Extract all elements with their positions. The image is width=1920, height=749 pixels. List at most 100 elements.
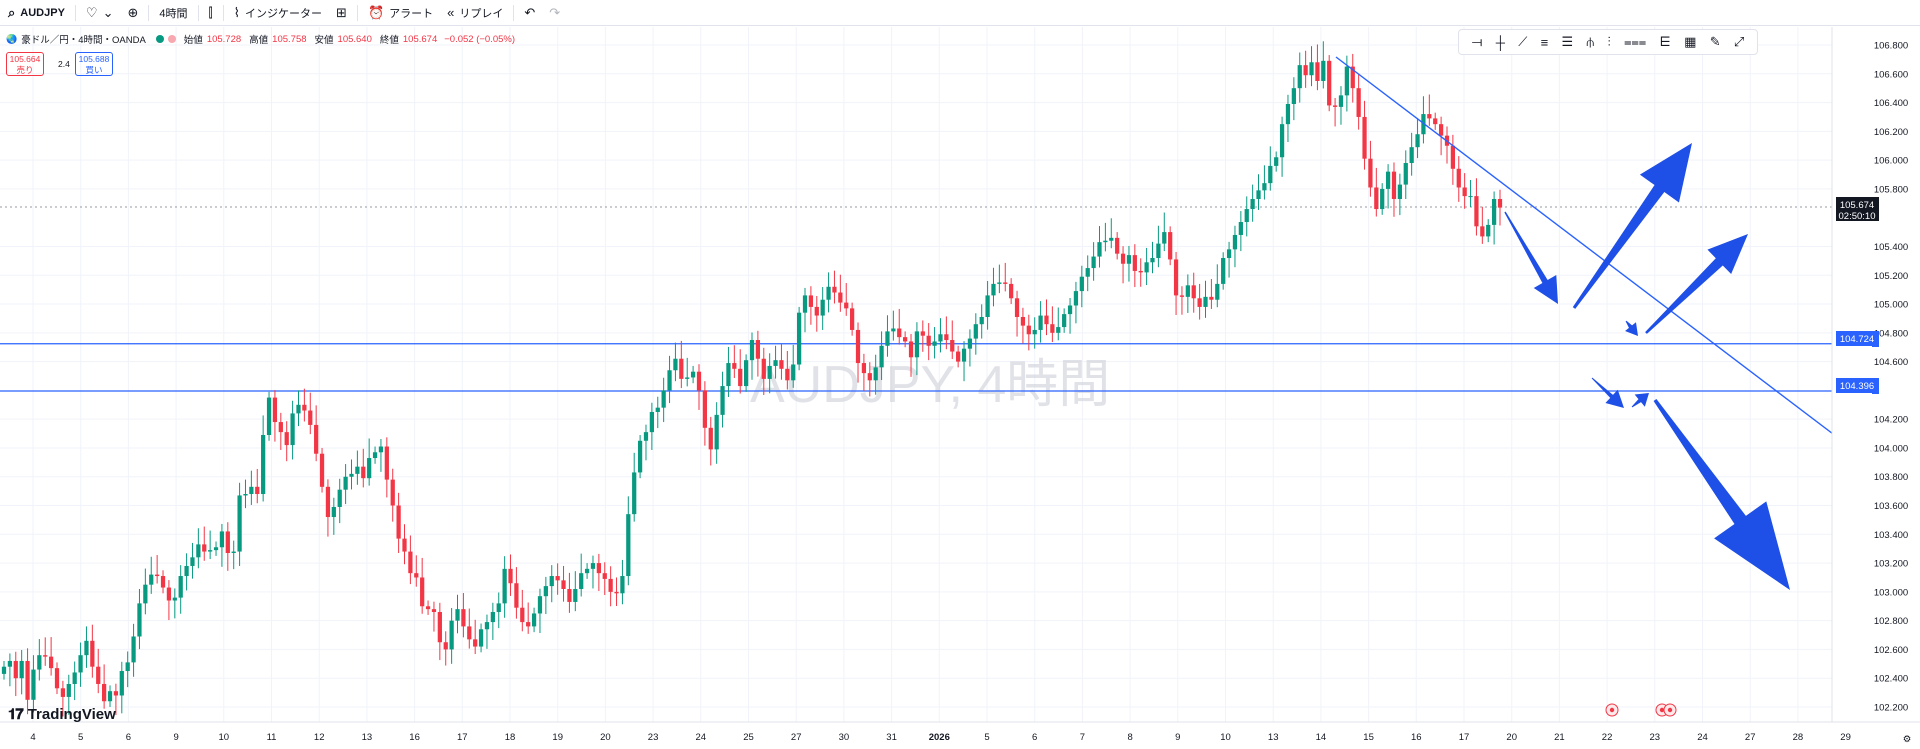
redo-button[interactable]: ↷ — [542, 0, 567, 26]
horizontal-ray-tool-icon[interactable]: ⟞ — [1471, 34, 1483, 49]
arrow-down-right-short[interactable] — [1504, 211, 1558, 304]
candle — [1020, 307, 1026, 344]
price-tick-label: 103.000 — [1874, 587, 1908, 598]
candle — [490, 602, 495, 640]
candle — [1085, 255, 1090, 292]
time-tick-label: 6 — [1032, 732, 1037, 743]
candle — [926, 323, 931, 361]
candle — [1079, 265, 1084, 308]
candle-body — [1374, 187, 1379, 210]
arrow-down-right-large[interactable] — [1653, 398, 1790, 590]
candle-body — [213, 547, 219, 551]
candle-body — [119, 671, 124, 696]
time-tick-label: 27 — [791, 732, 802, 743]
candle — [1179, 286, 1185, 315]
candle — [1221, 252, 1226, 290]
candle-body — [461, 609, 466, 627]
candle-body — [961, 348, 967, 362]
candle — [1250, 184, 1255, 222]
price-axis[interactable]: 106.800 106.600 106.400 106.200 106.000 105.8… — [1831, 27, 1920, 722]
candle-body — [1203, 296, 1208, 307]
candle-body — [1126, 255, 1132, 264]
parallel-channel-tool-icon[interactable]: ≡ — [1540, 34, 1549, 50]
pitchfork-tool-icon[interactable]: ⫛ — [1586, 34, 1595, 49]
buy-button[interactable]: 105.688 買い — [75, 52, 113, 76]
candle — [796, 306, 802, 371]
candle-body — [508, 568, 513, 584]
candle — [107, 685, 113, 707]
alarm-clock-icon: ⏰ — [367, 5, 385, 20]
candle-body — [102, 683, 107, 702]
plus-circle-icon: ⊕ — [127, 5, 139, 20]
time-tick-label: 4 — [30, 732, 35, 743]
candle — [1191, 272, 1196, 313]
candle — [502, 556, 507, 618]
trend-line[interactable] — [1335, 56, 1871, 463]
open-value: 105.728 — [206, 33, 242, 45]
candle-body — [903, 337, 908, 342]
time-tick-label: 21 — [1554, 732, 1565, 743]
candle — [1244, 196, 1249, 237]
arrow-up-small[interactable] — [1631, 393, 1649, 408]
candle-body — [1215, 283, 1220, 300]
fib-extension-tool-icon[interactable]: ⩶ — [1623, 34, 1647, 49]
arrow-down-small-1[interactable] — [1625, 320, 1638, 336]
candle-body — [785, 368, 790, 381]
candle-body — [791, 364, 796, 381]
interval-button[interactable]: 4時間 — [152, 0, 194, 26]
fib-tool-icon[interactable]: ⫶ — [1607, 34, 1611, 49]
candle-body — [1438, 124, 1444, 136]
candle-body — [437, 612, 442, 643]
tradingview-logo[interactable]: 𝟏𝟕 TradingView — [8, 706, 116, 723]
candle — [838, 274, 843, 312]
axis-settings-icon[interactable]: ⚙ — [1903, 734, 1912, 745]
arrow-up-right-medium[interactable] — [1645, 234, 1748, 334]
candle — [1232, 225, 1238, 268]
candle-body — [802, 295, 808, 313]
drawing-objects[interactable] — [1335, 56, 1871, 590]
arrow-down-right-small[interactable] — [1591, 377, 1624, 408]
alert-button[interactable]: ⏰ アラート — [361, 0, 440, 26]
candle-body — [420, 577, 425, 607]
tag-dropdown-button[interactable]: ♡ ⌄ — [79, 0, 121, 26]
compare-symbol-button[interactable]: ⊕ — [120, 0, 145, 26]
candle-body — [1315, 62, 1320, 81]
brush-tool-icon[interactable]: ✎ — [1709, 34, 1721, 49]
layouts-button[interactable]: ⊞ — [329, 0, 354, 26]
price-range-tool-icon[interactable]: ⋿ — [1659, 34, 1671, 49]
arrow-up-right-large[interactable] — [1572, 143, 1692, 309]
sell-button[interactable]: 105.664 売り — [6, 52, 44, 76]
undo-button[interactable]: ↶ — [517, 0, 542, 26]
time-tick-label: 9 — [1175, 732, 1180, 743]
vertical-line-tool-icon[interactable]: ┼ — [1495, 34, 1505, 50]
ray-tool-icon[interactable]: ⤢ — [1733, 34, 1745, 49]
bar-countdown: 02:50:10 — [1839, 211, 1876, 222]
candle — [155, 555, 160, 584]
chart-type-button[interactable]: ⫿ — [202, 0, 220, 26]
level-tag-1-value: 104.724 — [1840, 334, 1874, 345]
time-tick-label: 24 — [1697, 732, 1708, 743]
indicators-button[interactable]: ⌇ インジケーター — [227, 0, 329, 26]
candle-body — [879, 345, 884, 368]
grid-tool-icon[interactable]: ▦ — [1684, 34, 1697, 49]
data-status-icon — [167, 35, 176, 43]
candle-body — [37, 655, 42, 670]
candle — [166, 580, 172, 621]
candle — [1380, 183, 1385, 215]
candle-body — [1268, 165, 1273, 184]
candle — [443, 631, 448, 666]
symbol-search-button[interactable]: ⌕ AUDJPY — [0, 0, 72, 26]
regression-tool-icon[interactable]: ☰ — [1561, 34, 1574, 49]
candle-body — [290, 413, 295, 446]
candle-body — [1468, 196, 1473, 198]
candle-body — [614, 591, 619, 594]
candle-body — [567, 588, 572, 602]
time-axis[interactable]: 4 5 6 9 10 11 12 13 16 17 18 19 20 23 24 25 27 30 31 2026 5 6… — [0, 703, 1920, 745]
candle — [1185, 274, 1190, 313]
legend-title[interactable]: 豪ドル／円・4時間・OANDA — [21, 35, 146, 46]
replay-button[interactable]: « リプレイ — [440, 0, 510, 26]
candle-body — [714, 414, 719, 450]
trend-line-tool-icon[interactable]: ⟋ — [1518, 34, 1528, 49]
candle-body — [967, 338, 973, 349]
